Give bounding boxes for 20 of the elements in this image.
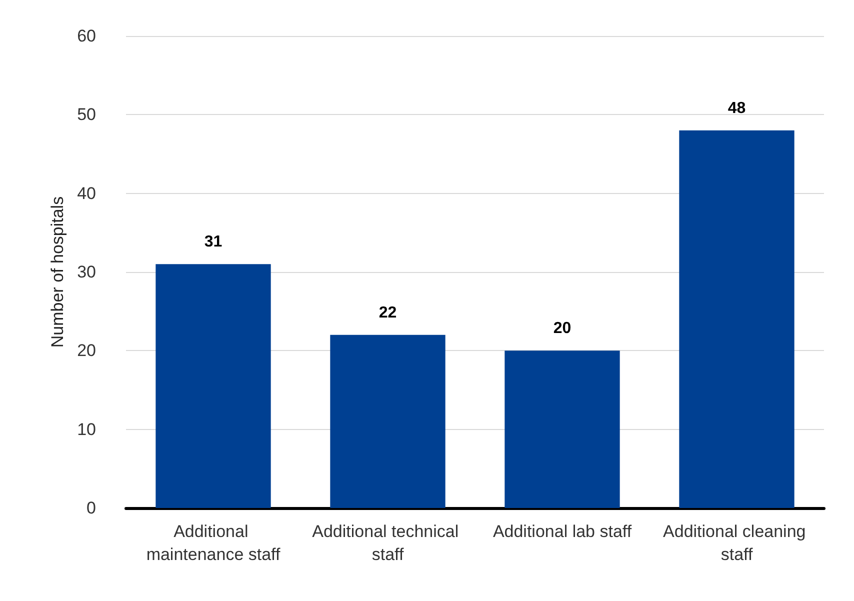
bar	[330, 334, 446, 508]
y-tick-label: 50	[77, 105, 96, 124]
x-tick-label: Additional lab staff	[492, 522, 632, 541]
data-label: 31	[204, 234, 222, 251]
y-axis-title: Number of hospitals	[48, 196, 68, 348]
x-tick-label: Additional technical staff	[312, 522, 464, 564]
bar	[679, 130, 794, 508]
y-tick-label: 0	[86, 498, 96, 518]
x-tick-label: Additional maintenance staff	[146, 522, 280, 564]
data-label: 20	[553, 320, 572, 338]
data-label: 22	[378, 304, 397, 322]
bar	[504, 350, 620, 508]
data-label: 48	[728, 100, 746, 117]
y-tick-label: 10	[77, 420, 96, 439]
bar	[156, 264, 271, 508]
y-tick-label: 30	[77, 262, 96, 282]
x-tick-label: Additional cleaning staff	[663, 522, 810, 564]
y-tick-label: 20	[77, 341, 96, 360]
y-tick-label: 40	[77, 184, 96, 203]
y-tick-label: 60	[77, 26, 96, 46]
